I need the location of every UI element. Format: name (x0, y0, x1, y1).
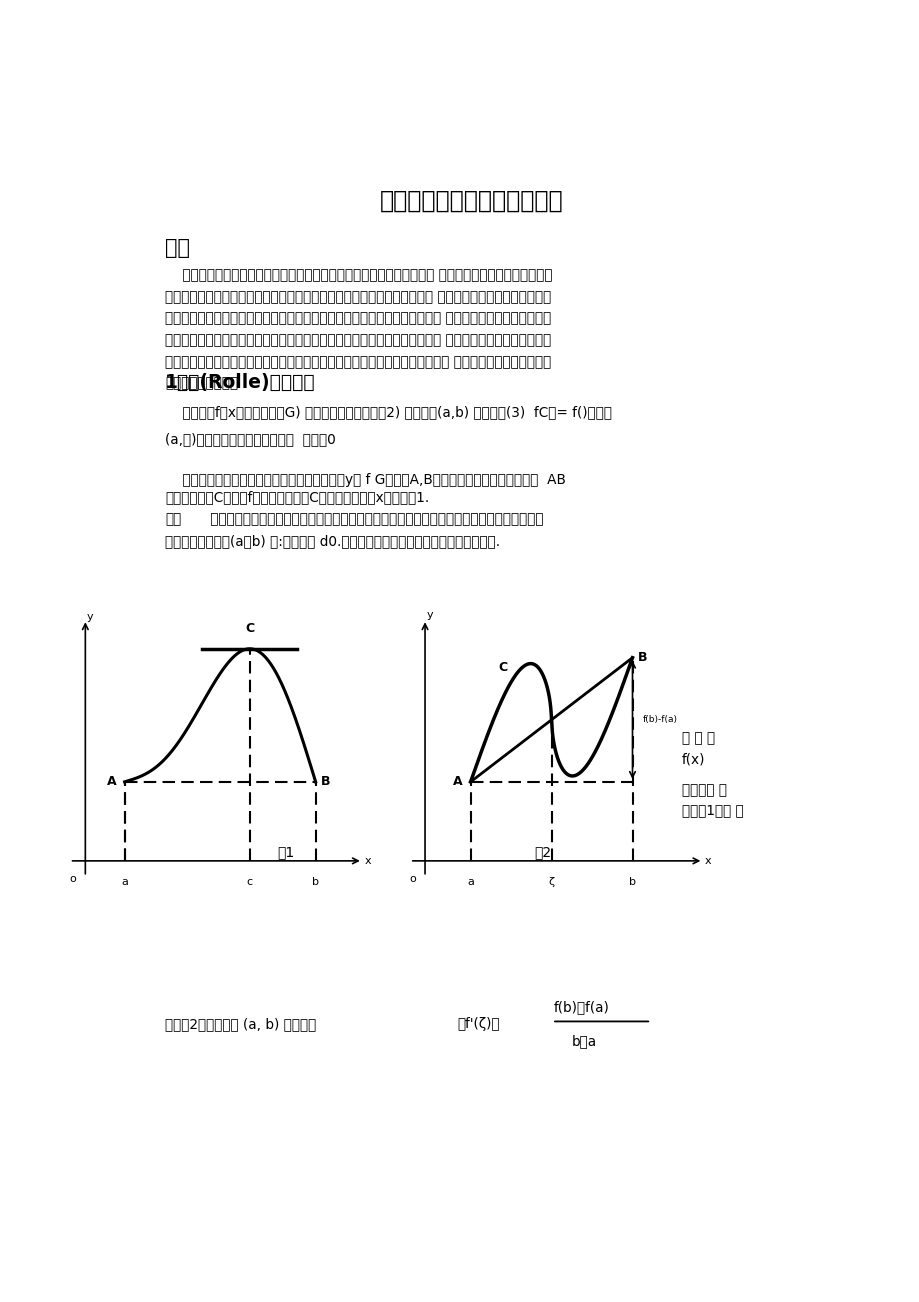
Text: 的．拉格朗日中值定理证明的关键在于引入适当的辅助函数．实际上，能用来 证明拉格朗日中值定理的辅助: 的．拉格朗日中值定理证明的关键在于引入适当的辅助函数．实际上，能用来 证明拉格朗… (165, 311, 550, 326)
Text: 图2: 图2 (534, 845, 550, 859)
Text: b: b (629, 876, 635, 887)
Text: A: A (453, 776, 462, 789)
Text: A: A (107, 776, 116, 789)
Text: 引言: 引言 (165, 238, 189, 259)
Text: 理论推导中起着很重要的作用．研究拉格朗日中值定理的证明方法，力求正 确地理解和掌握它，是十分必要: 理论推导中起着很重要的作用．研究拉格朗日中值定理的证明方法，力求正 确地理解和掌… (165, 290, 550, 305)
Text: 1罗尔(Rolle)冲值定理: 1罗尔(Rolle)冲值定理 (165, 374, 315, 392)
Text: f(b)－f(a): f(b)－f(a) (553, 1000, 608, 1014)
Text: 上至少有一点C（亡，f（亡））曲线在C点的切线平行于x轴，如图1.: 上至少有一点C（亡，f（亡））曲线在C点的切线平行于x轴，如图1. (165, 490, 428, 504)
Text: 就一定不存在属于(a，b) 的:，使得广 d0.这就是说定理的条件是充分的，但非必要的.: 就一定不存在属于(a，b) 的:，使得广 d0.这就是说定理的条件是充分的，但非… (165, 534, 500, 548)
Text: b－a: b－a (571, 1035, 596, 1048)
Text: f(x): f(x) (681, 753, 705, 767)
Text: x: x (364, 855, 371, 866)
Text: 图1: 图1 (278, 845, 294, 859)
Text: 满足如下 条: 满足如下 条 (681, 783, 726, 797)
Text: (a,方)内至少存在一点亡．使得广  《）＝0: (a,方)内至少存在一点亡．使得广 《）＝0 (165, 432, 335, 447)
Text: c: c (246, 876, 253, 887)
Text: 罗尔中值定理的几何意义：如果连续光滑曲线y＝ f G）在点A,B处的纵坐标相等，那么，在弧  AB: 罗尔中值定理的几何意义：如果连续光滑曲线y＝ f G）在点A,B处的纵坐标相等，… (165, 473, 565, 487)
Text: a: a (121, 876, 128, 887)
Text: 定理中三个条件缺少其中任何一个，定理的结论将不一定成立；但不能认为定理条件不全具备: 定理中三个条件缺少其中任何一个，定理的结论将不一定成立；但不能认为定理条件不全具… (206, 512, 543, 526)
Text: 注意: 注意 (165, 512, 181, 526)
Text: ζ: ζ (548, 876, 554, 887)
Text: f(b)-f(a): f(b)-f(a) (641, 715, 677, 724)
Text: 函数有无数个，因此如果以引入辅助函数的个数来计算，证明拉格朗日中值定 理的方法可以说有无数个．但: 函数有无数个，因此如果以引入辅助函数的个数来计算，证明拉格朗日中值定 理的方法可… (165, 333, 550, 348)
Text: 事实上若从思想方法上分，我们仅发现五种引入辅助函数的方法．首先对罗尔中 值定理拉格朗日中值定理及: 事实上若从思想方法上分，我们仅发现五种引入辅助函数的方法．首先对罗尔中 值定理拉… (165, 354, 550, 368)
Text: o: o (409, 874, 415, 884)
Text: y: y (86, 612, 93, 622)
Text: C: C (244, 622, 254, 635)
Text: 件：（1）在 闭: 件：（1）在 闭 (681, 803, 743, 816)
Text: 使f'(ζ)＝: 使f'(ζ)＝ (457, 1017, 499, 1031)
Text: o: o (69, 874, 75, 884)
Text: B: B (637, 651, 647, 664)
Text: x: x (704, 855, 711, 866)
Text: 谈谈拉格朗日中值定理的证明: 谈谈拉格朗日中值定理的证明 (380, 189, 562, 212)
Text: 如果函数f（x）满足条件：G) 在闭区间订上连续；（2) 在开区间(a,b) 内可导；(3)  fC）= f()，则在: 如果函数f（x）满足条件：G) 在闭区间订上连续；（2) 在开区间(a,b) 内… (165, 405, 611, 419)
Text: a: a (467, 876, 473, 887)
Text: 众所周至拉格朗日中值定理是几个中值定理中最重要的一个，是微分学 应用的桥梁，在高等数学的一些: 众所周至拉格朗日中值定理是几个中值定理中最重要的一个，是微分学 应用的桥梁，在高… (165, 268, 551, 283)
Text: B: B (321, 776, 331, 789)
Text: b: b (312, 876, 319, 887)
Text: 其几何意义作一概述: 其几何意义作一概述 (165, 376, 238, 391)
Text: y: y (425, 609, 433, 620)
Text: C: C (498, 660, 507, 673)
Text: 若 函 数: 若 函 数 (681, 730, 714, 745)
Text: 续；（2）在开区间 (a, b) 内可导；: 续；（2）在开区间 (a, b) 内可导； (165, 1017, 316, 1031)
